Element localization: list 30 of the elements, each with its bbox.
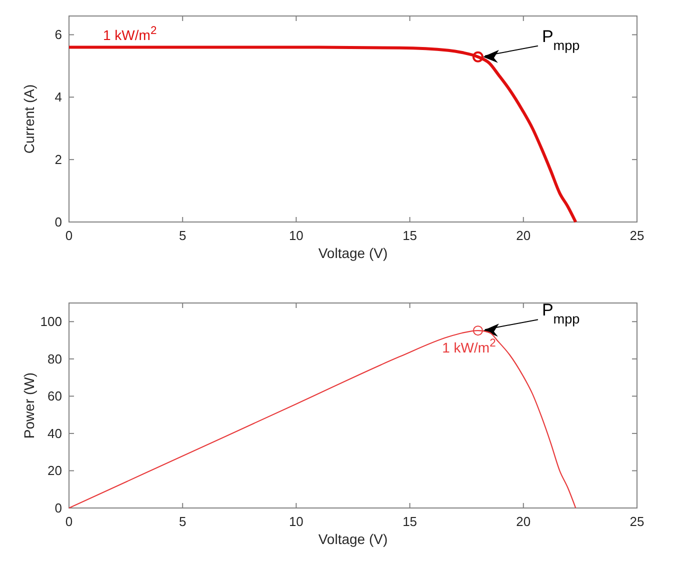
- x-tick-label: 10: [288, 228, 304, 243]
- y-tick-label: 2: [54, 152, 62, 168]
- y-axis-title: Current (A): [21, 84, 37, 154]
- y-tick-label: 80: [48, 351, 62, 366]
- x-tick-label: 20: [516, 514, 531, 529]
- x-tick-label: 15: [402, 228, 418, 243]
- annotation: P$_{mpp}$: [542, 26, 580, 52]
- y-axis-title: Power (W): [21, 372, 37, 439]
- y-tick-label: 6: [54, 27, 62, 42]
- y-tick-label: 100: [40, 314, 62, 330]
- x-tick-label: 25: [630, 228, 644, 243]
- annotation: 1 kW/m$^{2}$: [442, 338, 496, 356]
- y-tick-label: 60: [48, 388, 62, 404]
- x-tick-label: 15: [402, 514, 418, 529]
- x-tick-label: 5: [178, 228, 186, 243]
- y-tick-label: 40: [48, 426, 62, 441]
- x-tick-label: 5: [178, 514, 186, 529]
- y-tick-label: 4: [54, 90, 62, 105]
- y-tick-label: 0: [54, 500, 62, 516]
- x-tick-label: 0: [65, 228, 73, 243]
- x-tick-label: 10: [288, 514, 304, 529]
- x-tick-label: 25: [630, 514, 644, 529]
- x-axis-title: Voltage (V): [318, 531, 388, 547]
- annotation: P$_{mpp}$: [542, 300, 580, 326]
- x-tick-label: 20: [516, 228, 531, 243]
- x-tick-label: 0: [65, 514, 73, 529]
- x-axis-title: Voltage (V): [318, 245, 388, 261]
- y-tick-label: 0: [54, 214, 62, 230]
- annotation: 1 kW/m$^{2}$: [103, 25, 157, 44]
- y-tick-label: 20: [48, 463, 62, 478]
